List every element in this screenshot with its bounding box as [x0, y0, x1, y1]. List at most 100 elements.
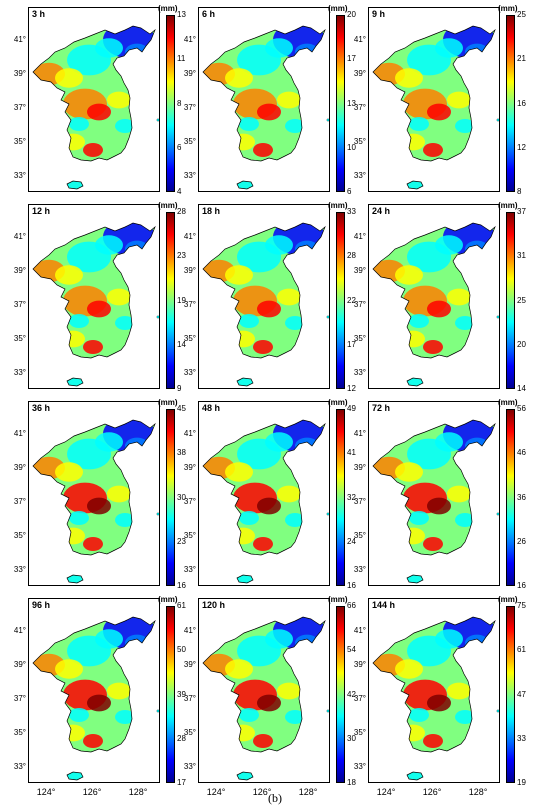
colorbar-unit: (mm): [158, 595, 178, 604]
colorbar-tick: 11: [177, 54, 186, 64]
colorbar: [506, 606, 515, 783]
latitude-tick: 39°: [183, 266, 196, 275]
latitude-tick: 33°: [13, 171, 26, 180]
longitude-tick: 124°: [206, 787, 226, 797]
latitude-tick: 41°: [13, 232, 26, 241]
latitude-tick: 41°: [353, 626, 366, 635]
map-panel-6h: 6 h: [198, 7, 330, 192]
colorbar: [506, 15, 515, 192]
colorbar-tick: 16: [177, 581, 186, 590]
precipitation-map: [372, 616, 499, 781]
latitude-tick: 37°: [353, 497, 366, 506]
latitude-tick: 35°: [13, 531, 26, 540]
colorbar-tick: 28: [177, 733, 186, 743]
latitude-tick: 35°: [183, 137, 196, 146]
latitude-tick: 41°: [13, 429, 26, 438]
colorbar-unit: (mm): [158, 4, 178, 13]
latitude-tick: 33°: [353, 368, 366, 377]
latitude-tick: 33°: [183, 565, 196, 574]
longitude-tick: 128°: [128, 787, 148, 797]
colorbar-tick: 28: [177, 207, 186, 216]
latitude-tick: 33°: [183, 762, 196, 771]
latitude-tick: 39°: [13, 266, 26, 275]
colorbar-tick: 16: [517, 581, 526, 590]
panel-title: 96 h: [32, 600, 51, 610]
latitude-tick: 41°: [183, 429, 196, 438]
latitude-tick: 39°: [13, 463, 26, 472]
colorbar-tick: 6: [177, 142, 182, 152]
latitude-tick: 37°: [13, 103, 26, 112]
colorbar-tick: 50: [177, 645, 186, 655]
longitude-tick: 128°: [468, 787, 488, 797]
latitude-tick: 33°: [13, 368, 26, 377]
panel-title: 72 h: [372, 403, 391, 413]
map-panel-72h: 72 h: [368, 401, 500, 586]
precipitation-map: [202, 419, 329, 584]
latitude-tick: 41°: [183, 35, 196, 44]
latitude-tick: 37°: [13, 300, 26, 309]
colorbar-tick: 20: [517, 339, 526, 349]
colorbar-tick: 20: [347, 10, 356, 19]
colorbar-tick: 45: [177, 404, 186, 413]
latitude-tick: 33°: [183, 171, 196, 180]
colorbar-tick: 12: [347, 384, 356, 393]
latitude-tick: 41°: [183, 232, 196, 241]
latitude-tick: 39°: [353, 660, 366, 669]
latitude-tick: 37°: [13, 694, 26, 703]
precipitation-map: [372, 222, 499, 387]
precipitation-map: [32, 25, 159, 190]
colorbar: [336, 409, 345, 586]
colorbar-tick: 25: [517, 295, 526, 305]
colorbar-tick: 42: [347, 689, 356, 699]
colorbar: [336, 606, 345, 783]
latitude-tick: 41°: [13, 35, 26, 44]
latitude-tick: 35°: [353, 728, 366, 737]
colorbar-tick: 75: [517, 601, 526, 610]
colorbar-tick: 9: [177, 384, 182, 393]
latitude-tick: 35°: [183, 334, 196, 343]
colorbar: [166, 606, 175, 783]
latitude-tick: 33°: [183, 368, 196, 377]
colorbar-tick: 6: [347, 187, 352, 196]
map-panel-18h: 18 h: [198, 204, 330, 389]
latitude-tick: 35°: [13, 334, 26, 343]
colorbar-tick: 18: [347, 778, 356, 787]
latitude-tick: 35°: [353, 531, 366, 540]
panel-title: 36 h: [32, 403, 51, 413]
latitude-tick: 33°: [353, 762, 366, 771]
latitude-tick: 39°: [13, 660, 26, 669]
colorbar-tick: 19: [517, 778, 526, 787]
colorbar-tick: 38: [177, 448, 186, 458]
latitude-tick: 39°: [13, 69, 26, 78]
latitude-tick: 37°: [183, 103, 196, 112]
latitude-tick: 35°: [353, 334, 366, 343]
longitude-tick: 126°: [252, 787, 272, 797]
map-panel-24h: 24 h: [368, 204, 500, 389]
colorbar-tick: 25: [517, 10, 526, 19]
colorbar-tick: 61: [177, 601, 186, 610]
colorbar-tick: 14: [177, 339, 186, 349]
colorbar-tick: 33: [517, 733, 526, 743]
latitude-tick: 39°: [183, 463, 196, 472]
colorbar-tick: 30: [177, 492, 186, 502]
panel-title: 6 h: [202, 9, 216, 19]
colorbar-tick: 4: [177, 187, 182, 196]
precipitation-map: [202, 25, 329, 190]
latitude-tick: 37°: [183, 300, 196, 309]
latitude-tick: 37°: [353, 300, 366, 309]
colorbar-tick: 16: [517, 98, 526, 108]
colorbar-tick: 39: [177, 689, 186, 699]
longitude-tick: 126°: [422, 787, 442, 797]
map-panel-36h: 36 h: [28, 401, 160, 586]
latitude-tick: 33°: [353, 565, 366, 574]
panel-title: 48 h: [202, 403, 221, 413]
latitude-tick: 37°: [353, 103, 366, 112]
latitude-tick: 35°: [183, 728, 196, 737]
panel-title: 12 h: [32, 206, 51, 216]
colorbar-unit: (mm): [328, 201, 348, 210]
precipitation-map: [372, 419, 499, 584]
map-panel-9h: 9 h: [368, 7, 500, 192]
latitude-tick: 37°: [13, 497, 26, 506]
colorbar-tick: 19: [177, 295, 186, 305]
colorbar-tick: 16: [347, 581, 356, 590]
